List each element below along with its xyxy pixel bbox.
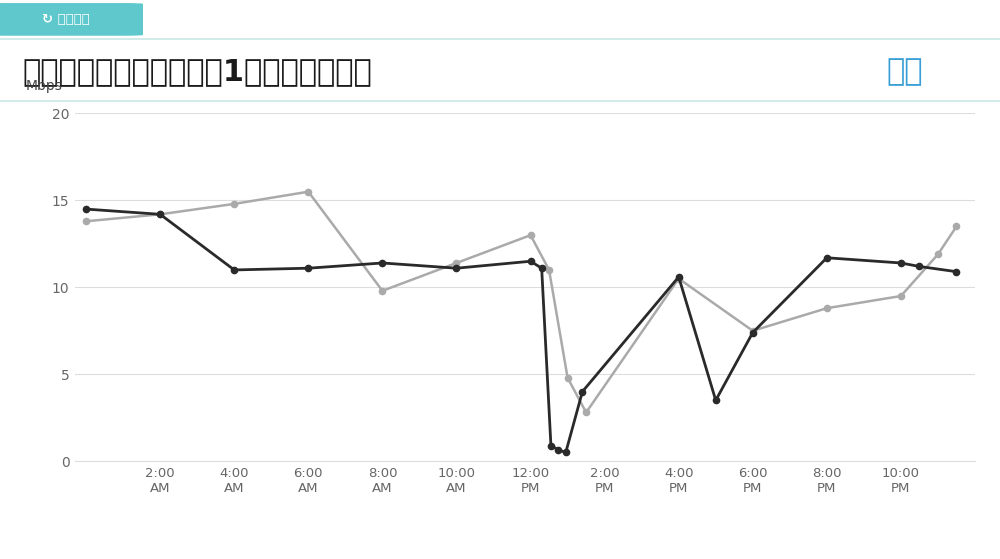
- Text: イオンモバイルのタイプ1のドコモ回線の: イオンモバイルのタイプ1のドコモ回線の: [22, 57, 372, 86]
- Text: 速度: 速度: [887, 57, 923, 86]
- Text: ↻ 測定項目: ↻ 測定項目: [42, 12, 89, 26]
- Text: Mbps: Mbps: [26, 79, 62, 93]
- FancyBboxPatch shape: [0, 3, 143, 36]
